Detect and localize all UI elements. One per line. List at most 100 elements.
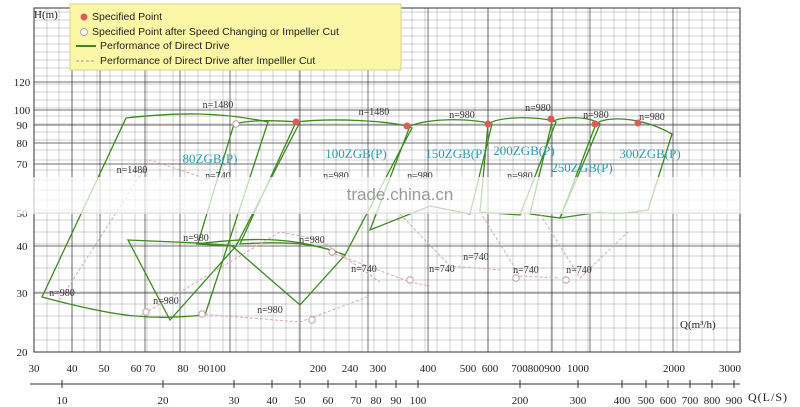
- legend: Specified Point Specified Point after Sp…: [69, 3, 402, 71]
- x2-tick-label: 900: [726, 395, 743, 407]
- legend-hollow-dot-icon: [80, 28, 88, 36]
- specified-point: [547, 115, 555, 123]
- cut-curve-6: [59, 159, 211, 301]
- x-tick-label: 200: [310, 363, 327, 375]
- y-tick-label-120: 120: [14, 77, 31, 89]
- x-tick-label: 80: [178, 363, 190, 375]
- x-tick-label: 90100: [198, 363, 226, 375]
- y-tick-label-30: 30: [17, 288, 29, 300]
- speed-label: n=740: [429, 264, 455, 275]
- speed-label: n=980: [525, 103, 551, 114]
- watermark: trade.china.cn: [347, 185, 454, 204]
- cut-curve-3: [399, 213, 501, 271]
- specified-points: [142, 115, 642, 324]
- legend-red-dot-icon: [80, 13, 88, 21]
- x-tick-label: 50: [99, 363, 111, 375]
- speed-label: n=980: [323, 171, 349, 182]
- x-tick-label: 400: [420, 363, 437, 375]
- y-tick-label-90: 90: [17, 120, 29, 132]
- speed-label: n=1480: [117, 165, 148, 176]
- cut-curve-2: [329, 251, 431, 287]
- x2-tick-label: 700: [682, 395, 699, 407]
- x-axis-title: Q(m³/h): [680, 319, 716, 331]
- legend-label-2: Performance of Direct Drive: [100, 40, 230, 52]
- specified-point: [484, 120, 492, 128]
- speed-label: n=980: [407, 171, 433, 182]
- x2-tick-label: 600: [660, 395, 677, 407]
- speed-labels: n=1480 n=1480 n=1480 n=980 n=980 n=980 n=980 n=…: [49, 100, 665, 316]
- y-tick-label-70: 70: [17, 159, 29, 171]
- legend-label-1: Specified Point after Speed Changing or …: [92, 26, 339, 38]
- x2-tick-label: 60: [323, 395, 335, 407]
- x-tick-label: 40: [67, 363, 79, 375]
- model-label: 200ZGB(P): [493, 143, 554, 158]
- x2-tick-label: 300: [570, 395, 587, 407]
- x2-axis-title: Q(L/S): [748, 390, 788, 404]
- speed-label: n=1480: [359, 107, 390, 118]
- model-labels: 80ZGB(P) 100ZGB(P) 150ZGB(P) 200ZGB(P) 250ZG…: [183, 143, 681, 175]
- y-tick-label-40: 40: [17, 241, 29, 253]
- cut-specified-point: [198, 310, 206, 318]
- x2-tick-label: 500: [638, 395, 655, 407]
- x2-tick-label: 90: [391, 395, 403, 407]
- cut-specified-point: [142, 308, 150, 316]
- cut-specified-point: [308, 316, 316, 324]
- x2-tick-label: 40: [267, 395, 279, 407]
- cut-specified-point: [406, 276, 414, 284]
- specified-point: [591, 120, 599, 128]
- speed-label: n=740: [513, 265, 539, 276]
- y-tick-label-80: 80: [17, 138, 29, 150]
- cut-curve-4: [479, 211, 561, 279]
- cut-specified-point: [512, 274, 520, 282]
- y-tick-label-100: 100: [14, 105, 31, 117]
- x2-tick-label: 70: [351, 395, 363, 407]
- x-tick-label: 300: [370, 363, 387, 375]
- x2-tick-label: 800: [704, 395, 721, 407]
- speed-label: n=980: [49, 288, 75, 299]
- x-tick-label: 500: [460, 363, 477, 375]
- speed-label: n=980: [449, 110, 475, 121]
- model-label: 80ZGB(P): [183, 151, 238, 166]
- speed-label: n=980: [257, 305, 283, 316]
- speed-label: n=740: [351, 264, 377, 275]
- x-tick-label: 30: [29, 363, 41, 375]
- y-axis-title: H(m): [34, 9, 58, 21]
- speed-label: n=740: [566, 265, 592, 276]
- cut-specified-point: [328, 248, 336, 256]
- x2-tick-label: 200: [512, 395, 529, 407]
- speed-label: n=740: [463, 252, 489, 263]
- performance-curve-0: [41, 113, 269, 318]
- x2-tick-label: 30: [229, 395, 241, 407]
- axes: 2030405070809010012030405060 70809010020…: [14, 7, 743, 407]
- speed-label: n=980: [639, 112, 665, 123]
- x2-tick-label: 400: [614, 395, 631, 407]
- performance-curves: [41, 113, 673, 322]
- specified-point: [634, 119, 642, 127]
- x-tick-label: 60 70: [131, 363, 156, 375]
- model-label: 150ZGB(P): [425, 146, 486, 161]
- performance-curve-4: [238, 119, 413, 256]
- speed-label: n=740: [205, 171, 231, 182]
- x-tick-label: 1000: [567, 363, 590, 375]
- speed-label: n=980: [507, 171, 533, 182]
- model-label: 100ZGB(P): [325, 146, 386, 161]
- x-tick-label: 700800900: [511, 363, 561, 375]
- x2-tick-label: 80: [371, 395, 383, 407]
- specified-point: [403, 122, 411, 130]
- y-tick-label-20: 20: [17, 347, 29, 359]
- x2-tick-label: 50: [295, 395, 307, 407]
- speed-label: n=980: [583, 110, 609, 121]
- speed-label: n=980: [153, 296, 179, 307]
- cut-specified-point: [562, 276, 570, 284]
- legend-label-0: Specified Point: [92, 11, 162, 23]
- model-label: 250ZGB(P): [551, 160, 612, 175]
- x-tick-label: 3000: [719, 363, 742, 375]
- cut-specified-point: [232, 120, 240, 128]
- cut-curve-5: [539, 213, 629, 279]
- x-tick-label: 240: [342, 363, 359, 375]
- x2-tick-label: 10: [57, 395, 69, 407]
- speed-label: n=1480: [203, 100, 234, 111]
- speed-label: n=980: [183, 233, 209, 244]
